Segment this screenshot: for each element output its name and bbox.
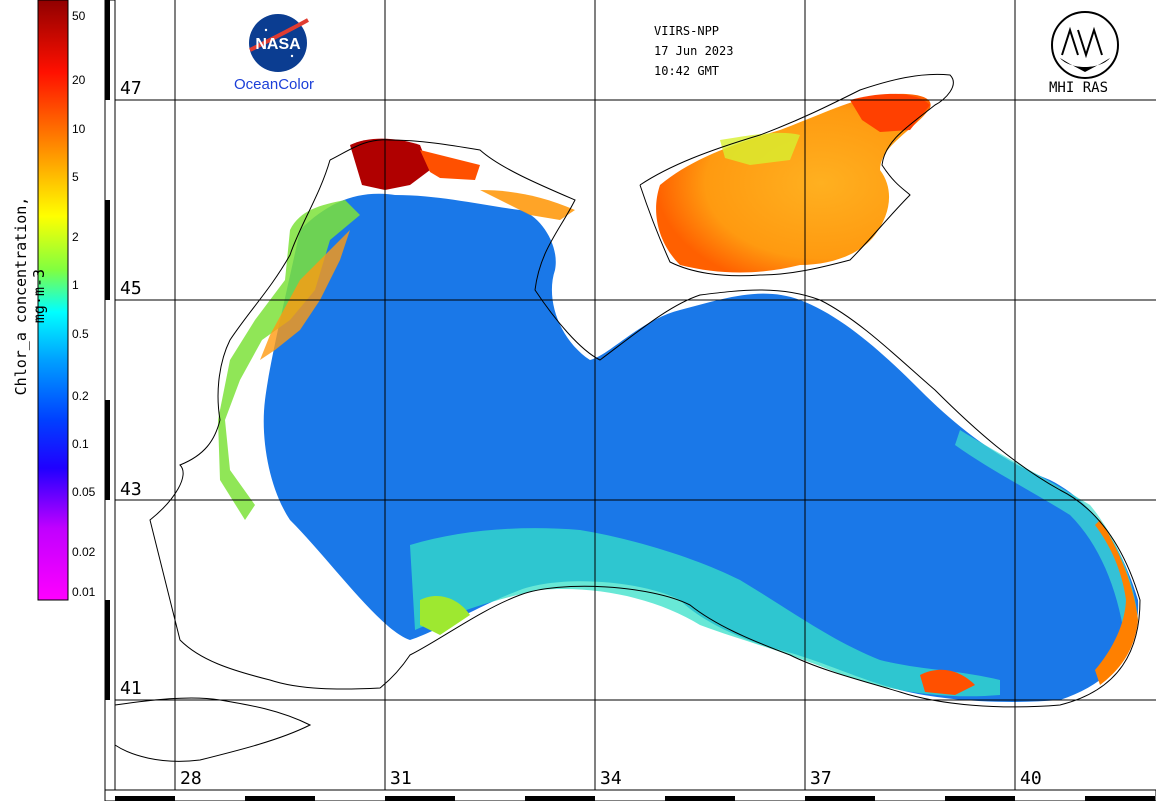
- latitude-label: 43: [120, 479, 142, 500]
- sea-of-azov: [656, 93, 931, 273]
- sensor-label: VIIRS-NPP: [654, 24, 720, 38]
- longitude-label: 37: [810, 768, 832, 789]
- colorbar-tick: 0.1: [72, 437, 89, 451]
- date-label: 17 Jun 2023: [654, 44, 734, 58]
- colorbar-tick: 50: [72, 9, 86, 23]
- svg-text:NASA: NASA: [255, 36, 301, 53]
- mhi-logo: [1051, 11, 1119, 79]
- latitude-label: 45: [120, 278, 142, 299]
- colorbar-tick: 1: [72, 278, 79, 292]
- latitude-label: 41: [120, 678, 142, 699]
- colorbar-tick: 5: [72, 170, 79, 184]
- latitude-label: 47: [120, 78, 142, 99]
- longitude-label: 34: [600, 768, 622, 789]
- colorbar-tick: 0.05: [72, 485, 96, 499]
- colorbar-tick: 0.5: [72, 327, 89, 341]
- longitude-label: 40: [1020, 768, 1042, 789]
- colorbar-tick: 0.2: [72, 389, 89, 403]
- black-sea: [218, 138, 1139, 702]
- colorbar-tick: 0.01: [72, 585, 96, 599]
- colorbar-title: Chlor_a concentration, mg·m-3: [12, 196, 48, 396]
- longitude-label: 28: [180, 768, 202, 789]
- colorbar-tick: 10: [72, 122, 86, 136]
- nasa-logo: NASA: [249, 14, 309, 72]
- frame-scale: [104, 0, 1156, 801]
- colorbar-tick: 20: [72, 73, 86, 87]
- time-label: 10:42 GMT: [654, 64, 720, 78]
- colorbar-tick: 2: [72, 230, 79, 244]
- mhi-caption: MHI RAS: [1049, 80, 1109, 96]
- colorbar: [37, 0, 69, 601]
- graticule: [105, 0, 1156, 801]
- coastline: [114, 73, 1141, 762]
- nasa-caption: OceanColor: [234, 76, 315, 93]
- longitude-label: 31: [390, 768, 412, 789]
- colorbar-tick: 0.02: [72, 545, 96, 559]
